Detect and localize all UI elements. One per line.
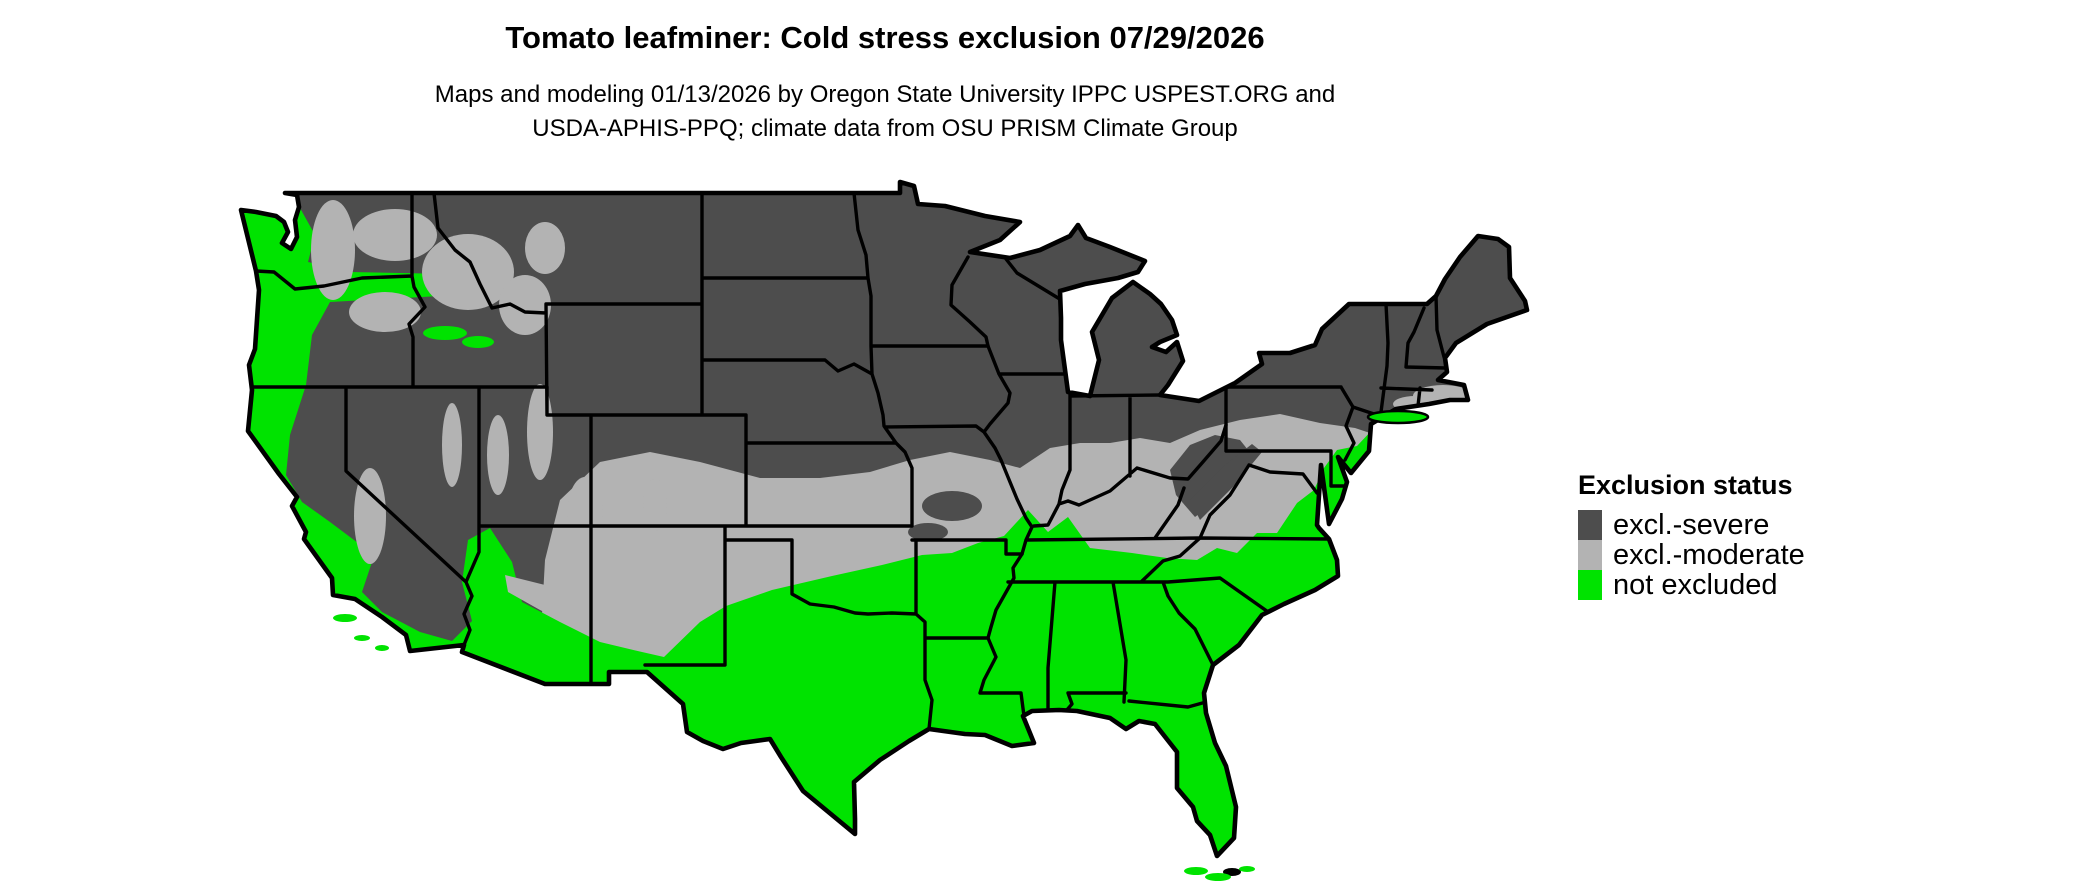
map-legend: Exclusion status excl.-severe excl.-moder…: [1578, 470, 1805, 600]
subtitle-line-2: USDA-APHIS-PPQ; climate data from OSU PR…: [532, 115, 1238, 142]
legend-item: excl.-moderate: [1578, 540, 1805, 570]
map-fill-layers: [241, 182, 1527, 856]
long-island: [1366, 409, 1430, 425]
legend-item: excl.-severe: [1578, 510, 1805, 540]
legend-item-label: not excluded: [1613, 569, 1778, 601]
patch-dark-ozarks: [922, 491, 982, 521]
florida-keys: [1239, 866, 1255, 872]
patch-dark-boston-mtns: [908, 523, 948, 541]
map-header: Tomato leafminer: Cold stress exclusion …: [185, 20, 1585, 146]
legend-item-label: excl.-severe: [1613, 509, 1770, 541]
patch-group-green-valleys: [423, 326, 494, 348]
legend-title: Exclusion status: [1578, 470, 1793, 500]
page-title: Tomato leafminer: Cold stress exclusion …: [505, 20, 1265, 55]
legend-rows: excl.-severe excl.-moderate not excluded: [1578, 510, 1805, 600]
subtitle-line-1: Maps and modeling 01/13/2026 by Oregon S…: [434, 81, 1336, 108]
florida-keys: [1205, 873, 1231, 881]
legend-swatch: [1578, 540, 1602, 570]
florida-keys: [1184, 867, 1208, 875]
patch-dark-west-virginia: [1170, 435, 1252, 517]
legend-swatch: [1578, 510, 1602, 540]
channel-island: [333, 614, 357, 622]
channel-island: [354, 635, 370, 641]
florida-keys-rock: [1223, 868, 1241, 876]
legend-swatch: [1578, 570, 1602, 600]
state-borders: [249, 191, 1448, 731]
channel-island: [375, 645, 389, 651]
legend-item: not excluded: [1578, 570, 1805, 600]
patch-group-moderate-mountains: [311, 200, 1473, 632]
patch-dark-appalachian-ridge: [1190, 444, 1262, 520]
islands-and-keys: [333, 409, 1430, 881]
legend-item-label: excl.-moderate: [1613, 539, 1805, 571]
